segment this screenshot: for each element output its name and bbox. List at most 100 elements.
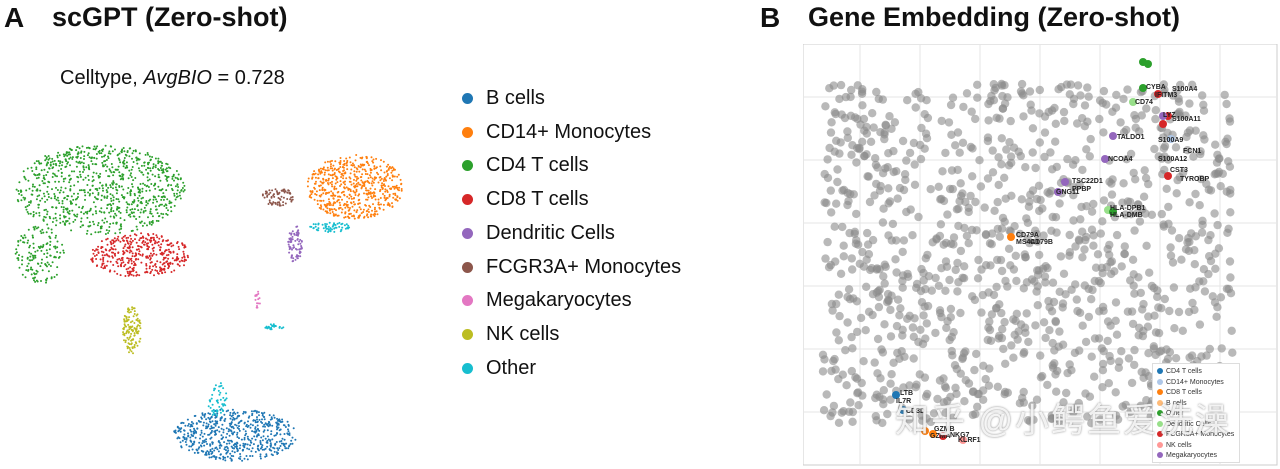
- umap-point: [372, 158, 375, 161]
- gene-point: [943, 210, 952, 219]
- gene-legend-marker: [1157, 389, 1163, 396]
- umap-point: [334, 213, 337, 216]
- marker-gene-point: [1129, 98, 1137, 106]
- umap-point: [379, 179, 382, 182]
- umap-point: [261, 439, 264, 442]
- umap-point: [83, 168, 86, 171]
- umap-point: [343, 186, 346, 189]
- umap-point: [83, 150, 86, 153]
- umap-point: [256, 306, 259, 309]
- umap-point: [391, 179, 394, 182]
- umap-point: [51, 221, 54, 223]
- umap-point: [101, 184, 104, 187]
- umap-point: [231, 408, 234, 411]
- umap-point: [68, 181, 71, 184]
- umap-point: [353, 173, 356, 176]
- umap-point: [129, 215, 132, 218]
- umap-point: [127, 323, 130, 326]
- gene-point: [847, 85, 856, 95]
- umap-point: [359, 183, 362, 186]
- umap-point: [261, 193, 264, 196]
- umap-point: [148, 178, 151, 181]
- umap-point: [82, 205, 84, 208]
- umap-point: [132, 149, 135, 152]
- gene-point: [981, 374, 990, 384]
- umap-point: [69, 156, 72, 159]
- gene-point: [1012, 309, 1021, 318]
- umap-point: [100, 199, 103, 201]
- umap-point: [166, 198, 169, 201]
- umap-point: [88, 166, 90, 168]
- umap-point: [95, 147, 98, 150]
- umap-point: [169, 262, 172, 265]
- umap-point: [382, 208, 385, 211]
- umap-point: [362, 211, 365, 213]
- gene-point: [997, 134, 1006, 143]
- gene-point: [847, 150, 856, 159]
- umap-point: [293, 233, 296, 236]
- umap-point: [72, 220, 75, 223]
- gene-point: [1025, 87, 1035, 96]
- umap-point: [321, 188, 324, 191]
- umap-point: [278, 447, 281, 450]
- umap-point: [113, 216, 116, 219]
- umap-point: [273, 416, 276, 419]
- umap-point: [147, 256, 150, 259]
- umap-point: [259, 440, 262, 442]
- gene-point: [1059, 107, 1069, 117]
- umap-point: [24, 206, 27, 209]
- umap-point: [347, 188, 350, 191]
- umap-point: [100, 211, 103, 214]
- umap-point: [76, 153, 79, 155]
- gene-point: [862, 282, 871, 291]
- umap-point: [44, 159, 47, 162]
- umap-point: [137, 167, 140, 170]
- umap-point: [23, 234, 26, 237]
- umap-point: [23, 241, 26, 244]
- gene-point: [1213, 220, 1222, 230]
- gene-point: [848, 265, 857, 274]
- gene-point: [886, 379, 895, 388]
- umap-point: [117, 235, 120, 238]
- gene-point: [1091, 263, 1101, 272]
- umap-point: [130, 262, 133, 265]
- umap-point: [43, 195, 46, 198]
- umap-point: [363, 168, 366, 171]
- umap-point: [75, 149, 78, 152]
- legend-marker: [462, 160, 473, 172]
- umap-point: [69, 164, 71, 167]
- umap-point: [331, 225, 334, 228]
- umap-point: [28, 201, 30, 204]
- umap-point: [116, 237, 119, 240]
- gene-point: [1059, 398, 1068, 407]
- umap-point: [125, 239, 128, 242]
- gene-point: [1129, 168, 1138, 178]
- umap-point: [395, 184, 398, 187]
- umap-point: [27, 179, 30, 182]
- umap-point: [247, 416, 250, 419]
- umap-point: [288, 432, 291, 435]
- umap-point: [147, 247, 149, 250]
- umap-point: [42, 192, 45, 195]
- umap-point: [183, 189, 186, 191]
- umap-point: [97, 222, 100, 224]
- umap-point: [114, 186, 117, 189]
- umap-point: [133, 264, 136, 267]
- umap-point: [284, 426, 287, 428]
- umap-point: [292, 247, 295, 249]
- umap-point: [372, 213, 375, 216]
- umap-point: [317, 173, 320, 176]
- umap-point: [129, 234, 132, 237]
- watermark: 知乎 @小鳄鱼爱洗澡: [895, 402, 1231, 440]
- umap-point: [344, 183, 346, 186]
- marker-gene-point: [1109, 208, 1117, 216]
- umap-point: [239, 455, 242, 458]
- umap-point: [123, 323, 126, 326]
- umap-point: [132, 352, 134, 355]
- umap-point: [160, 198, 163, 201]
- gene-point: [1130, 360, 1139, 370]
- gene-point: [1111, 298, 1121, 307]
- umap-point: [32, 211, 35, 213]
- umap-point: [236, 433, 238, 436]
- legend-marker: [462, 126, 473, 138]
